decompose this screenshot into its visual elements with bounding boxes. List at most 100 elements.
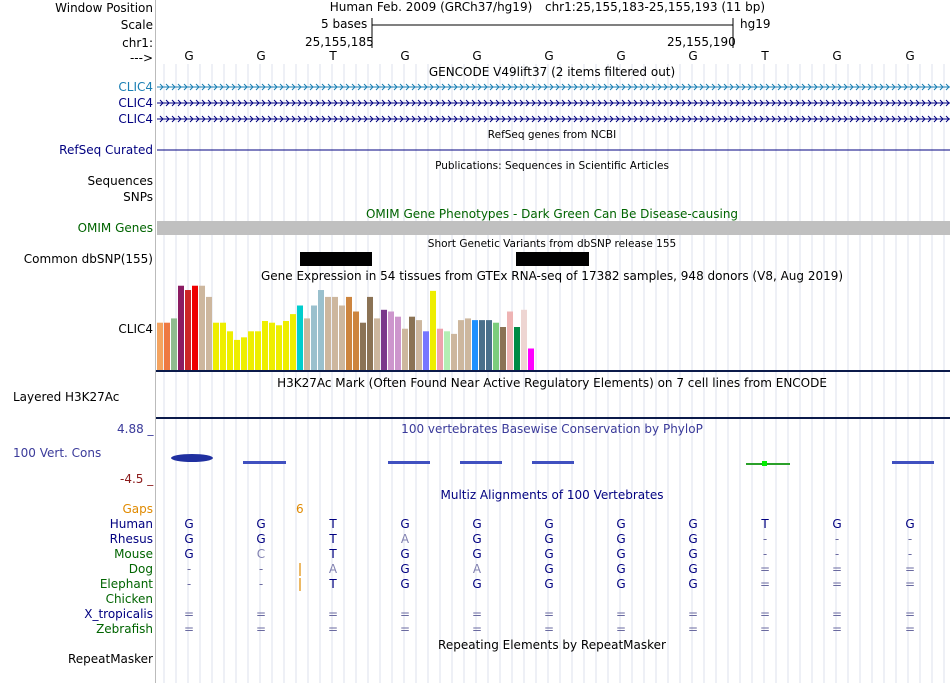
gencode-item-label-3[interactable]: CLIC4 (118, 112, 153, 126)
omim-genes-label[interactable]: OMIM Genes (77, 221, 153, 235)
h3k27ac-track-title[interactable]: H3K27Ac Mark (Often Found Near Active Re… (277, 376, 827, 390)
gencode-item-label-1[interactable]: CLIC4 (118, 80, 153, 94)
alignment-base: G (400, 547, 410, 561)
gtex-tissue-bar (157, 322, 163, 370)
phylop-mark (762, 461, 767, 466)
species-label[interactable]: Human (109, 517, 153, 531)
gtex-tissue-bar (367, 296, 373, 370)
alignment-base: - (834, 532, 840, 546)
position-display[interactable]: chr1:25,155,183-25,155,193 (11 bp) (544, 0, 766, 14)
dbsnp-track-title[interactable]: Short Genetic Variants from dbSNP releas… (427, 238, 677, 250)
alignment-base: = (759, 607, 771, 621)
window-position-label: Window Position (55, 1, 153, 15)
alignment-base: G (256, 517, 266, 531)
gtex-tissue-bar (178, 285, 184, 370)
gaps-label[interactable]: Gaps (122, 502, 153, 516)
direction-label: ---> (129, 51, 153, 65)
alignment-base: = (904, 607, 916, 621)
gtex-tissue-bar (444, 331, 450, 370)
gtex-tissue-bar (451, 333, 457, 370)
alignment-base: = (687, 622, 699, 636)
alignment-base: A (472, 562, 482, 576)
gtex-tissue-bar (297, 305, 303, 370)
gtex-tissue-bar (486, 320, 492, 370)
alignment-base: = (471, 607, 483, 621)
phylop-mark (171, 454, 213, 462)
species-label[interactable]: Mouse (114, 547, 153, 561)
h3k27ac-label[interactable]: Layered H3K27Ac (13, 390, 120, 404)
base-letter: G (400, 49, 410, 63)
gtex-tissue-bar (353, 311, 359, 370)
base-letter: G (184, 49, 194, 63)
alignment-base: G (616, 577, 626, 591)
publications-track-title[interactable]: Publications: Sequences in Scientific Ar… (435, 160, 669, 172)
species-label[interactable]: Rhesus (109, 532, 153, 546)
repeatmasker-track-title[interactable]: Repeating Elements by RepeatMasker (438, 638, 666, 652)
alignment-base: G (544, 532, 554, 546)
gtex-tissue-bar (423, 331, 429, 370)
phylop-track-title[interactable]: 100 vertebrates Basewise Conservation by… (401, 422, 703, 436)
gtex-gene-label[interactable]: CLIC4 (118, 322, 153, 336)
phylop-mark (460, 461, 502, 464)
gtex-tissue-bar (479, 320, 485, 370)
dbsnp-label[interactable]: Common dbSNP(155) (23, 252, 153, 266)
alignment-base: G (616, 532, 626, 546)
gtex-tissue-bar (290, 314, 296, 370)
alignment-base: = (471, 622, 483, 636)
phylop-mark (532, 461, 574, 464)
base-letter: G (472, 49, 482, 63)
species-label[interactable]: Zebrafish (96, 622, 153, 636)
gtex-tissue-bar (234, 339, 240, 370)
phylop-mark (746, 463, 790, 465)
phylop-label[interactable]: 100 Vert. Cons (13, 446, 102, 460)
alignment-base: G (544, 577, 554, 591)
gtex-tissue-bar (199, 285, 205, 370)
alignment-base: = (831, 562, 843, 576)
base-letter: G (544, 49, 554, 63)
gencode-track-title[interactable]: GENCODE V49lift37 (2 items filtered out) (428, 65, 676, 79)
gencode-item-label-2[interactable]: CLIC4 (118, 96, 153, 110)
gtex-tissue-bar (311, 305, 317, 370)
alignment-base: - (907, 547, 913, 561)
gtex-tissue-bar (276, 325, 282, 370)
gtex-tissue-bar (381, 309, 387, 370)
alignment-base: - (258, 577, 264, 591)
alignment-base: = (543, 622, 555, 636)
multiz-track-title[interactable]: Multiz Alignments of 100 Vertebrates (440, 488, 664, 502)
scale-db: hg19 (740, 17, 771, 31)
gene-strand-arrows (159, 115, 950, 123)
track-left-border (155, 0, 156, 683)
snps-label[interactable]: SNPs (123, 190, 153, 204)
gtex-tissue-bar (507, 311, 513, 370)
alignment-base: G (616, 547, 626, 561)
alignment-base: G (616, 517, 626, 531)
assembly-title: Human Feb. 2009 (GRCh37/hg19) (329, 0, 533, 14)
gtex-tissue-bar (521, 309, 527, 370)
species-label[interactable]: Dog (128, 562, 153, 576)
sequences-label[interactable]: Sequences (87, 174, 153, 188)
species-label[interactable]: X_tropicalis (84, 607, 153, 621)
gene-strand-arrows (159, 83, 950, 91)
refseq-curated-label[interactable]: RefSeq Curated (59, 143, 153, 157)
alignment-base: = (904, 562, 916, 576)
alignment-base: = (399, 622, 411, 636)
alignment-base: G (832, 517, 842, 531)
omim-track-title[interactable]: OMIM Gene Phenotypes - Dark Green Can Be… (365, 207, 739, 221)
alignment-base: = (183, 622, 195, 636)
species-label[interactable]: Elephant (99, 577, 153, 591)
repeatmasker-label[interactable]: RepeatMasker (67, 652, 153, 666)
alignment-base: G (544, 562, 554, 576)
base-letter: T (761, 49, 769, 63)
gtex-track-title[interactable]: Gene Expression in 54 tissues from GTEx … (260, 269, 844, 283)
gtex-tissue-bar (171, 318, 177, 370)
phylop-max-label: 4.88 _ (117, 422, 154, 436)
dbsnp-variant (300, 252, 372, 266)
gtex-tissue-bar (185, 290, 191, 370)
refseq-track-title[interactable]: RefSeq genes from NCBI (487, 129, 617, 141)
alignment-base: G (400, 562, 410, 576)
gtex-tissue-bar (227, 331, 233, 370)
alignment-base: G (688, 517, 698, 531)
species-label[interactable]: Chicken (105, 592, 153, 606)
alignment-base: G (472, 532, 482, 546)
alignment-base: G (616, 562, 626, 576)
